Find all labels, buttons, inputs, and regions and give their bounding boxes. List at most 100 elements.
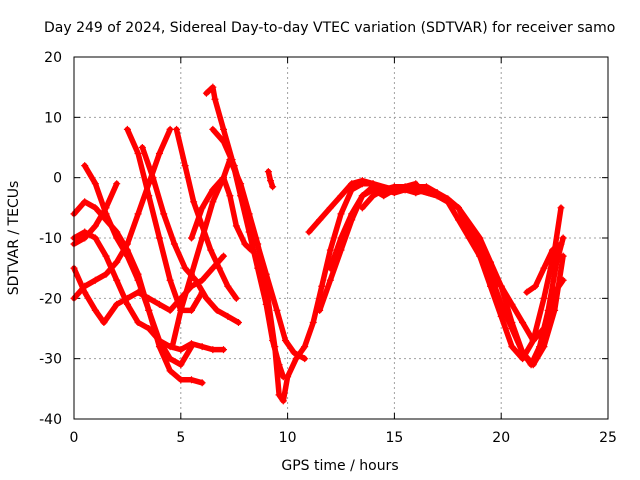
series-trace (71, 126, 173, 302)
data-point-marker (187, 376, 195, 384)
data-point-marker (155, 150, 163, 158)
x-axis-label: GPS time / hours (281, 458, 398, 474)
data-point-marker (476, 240, 484, 248)
series-arc-19 (523, 240, 565, 296)
series-trace (327, 186, 566, 368)
data-point-marker (81, 282, 89, 290)
series-arc-12 (202, 83, 287, 381)
data-point-marker (166, 125, 174, 133)
data-point-marker (91, 204, 99, 212)
series-trace (316, 183, 564, 362)
data-point-marker (190, 198, 198, 206)
data-point-marker (412, 180, 420, 188)
series-trace (203, 84, 287, 380)
data-point-marker (226, 192, 234, 200)
data-point-marker (380, 186, 388, 194)
data-point-marker (213, 306, 221, 314)
data-point-marker (202, 294, 210, 302)
data-point-marker (198, 204, 206, 212)
data-point-marker (166, 276, 174, 284)
data-point-marker (160, 210, 168, 218)
plot-frame (73, 56, 609, 420)
data-point-marker (275, 361, 283, 369)
data-point-marker (279, 397, 287, 405)
data-point-marker (519, 318, 527, 326)
data-point-marker (145, 192, 153, 200)
y-tick-label: 0 (53, 171, 62, 187)
y-tick-label: 10 (44, 110, 62, 126)
data-point-marker (540, 264, 548, 272)
data-point-marker (220, 125, 228, 133)
data-point-marker (275, 391, 283, 399)
data-point-marker (91, 180, 99, 188)
data-point-marker (81, 198, 89, 206)
y-tick-labels: -40 -30 -20 -10 0 10 20 (39, 50, 62, 428)
data-point-marker (81, 234, 89, 242)
data-point-marker (508, 325, 516, 332)
data-point-marker (326, 246, 334, 254)
data-point-marker (209, 125, 217, 133)
x-tick-labels: 0 5 10 15 20 25 (70, 430, 617, 446)
data-point-marker (91, 306, 99, 314)
data-point-marker (102, 270, 110, 278)
data-point-marker (209, 186, 217, 194)
data-point-marker (181, 264, 189, 272)
data-point-marker (198, 234, 206, 242)
x-tick-label: 5 (176, 430, 185, 446)
data-point-marker (91, 234, 99, 242)
data-point-marker (433, 192, 441, 200)
data-point-marker (232, 294, 240, 302)
data-point-marker (100, 318, 108, 326)
data-point-marker (252, 234, 260, 242)
data-point-marker (279, 373, 287, 381)
data-point-marker (134, 150, 142, 158)
data-point-marker (173, 125, 181, 133)
series-arc-4 (81, 162, 195, 369)
data-point-marker (134, 210, 142, 218)
data-point-marker (123, 252, 131, 260)
y-tick-label: -30 (39, 352, 62, 368)
x-tick-label: 20 (492, 430, 510, 446)
data-point-marker (337, 192, 345, 200)
data-point-marker (220, 137, 228, 145)
data-point-marker (326, 276, 334, 284)
data-point-marker (559, 234, 567, 242)
data-point-marker (113, 234, 121, 242)
data-point-marker (531, 282, 539, 290)
x-tick-label: 25 (599, 430, 617, 446)
data-point-marker (551, 306, 559, 314)
data-point-marker (123, 240, 131, 248)
y-tick-label: -20 (39, 291, 62, 307)
data-point-marker (192, 276, 200, 284)
data-point-marker (557, 204, 565, 212)
data-point-marker (269, 337, 277, 345)
data-point-marker (465, 234, 473, 242)
data-point-marker (211, 95, 219, 103)
data-point-marker (337, 234, 345, 242)
series-arc-14 (264, 168, 277, 191)
data-point-marker (301, 343, 309, 351)
data-point-marker (497, 300, 505, 308)
data-point-marker (337, 210, 345, 218)
data-point-marker (529, 361, 537, 369)
data-point-marker (358, 192, 366, 200)
data-point-marker (412, 186, 420, 194)
x-tick-label: 10 (279, 430, 297, 446)
data-point-marker (220, 346, 228, 354)
data-point-marker (241, 198, 249, 206)
data-point-marker (198, 379, 206, 387)
data-point-marker (123, 300, 131, 308)
data-point-marker (529, 337, 537, 345)
data-point-marker (454, 216, 462, 224)
data-point-marker (540, 343, 548, 351)
data-point-marker (134, 318, 142, 326)
data-point-marker (187, 343, 195, 351)
data-point-marker (198, 276, 206, 284)
data-point-marker (348, 210, 356, 218)
data-point-marker (254, 264, 262, 272)
data-point-marker (91, 222, 99, 230)
data-point-marker (224, 312, 232, 320)
data-point-marker (267, 177, 275, 185)
series-arc-5 (70, 125, 174, 302)
